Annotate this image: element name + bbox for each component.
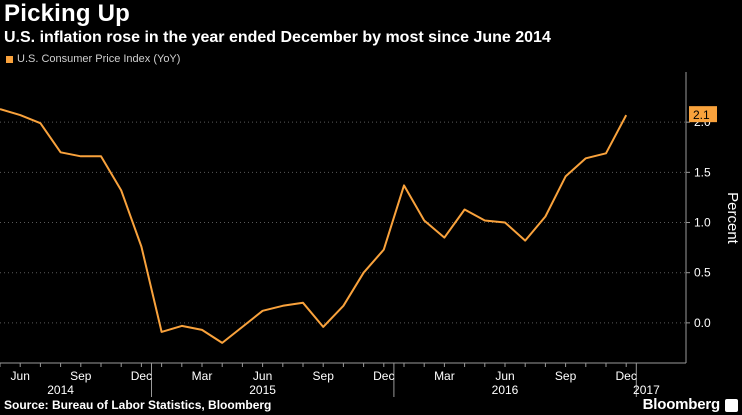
x-tick-label: Sep xyxy=(70,369,92,383)
x-tick-label: Mar xyxy=(192,369,213,383)
x-tick-label: Sep xyxy=(555,369,577,383)
cpi-series-line xyxy=(0,108,628,344)
x-tick-label: Jun xyxy=(11,369,30,383)
y-tick-label: 0.5 xyxy=(694,266,711,280)
year-label: 2015 xyxy=(249,383,276,397)
y-tick-label: 1.0 xyxy=(694,216,711,230)
year-label: 2017 xyxy=(633,383,660,397)
x-tick-label: Mar xyxy=(434,369,455,383)
year-label: 2016 xyxy=(492,383,519,397)
x-tick-label: Jun xyxy=(495,369,514,383)
last-value-label: 2.1 xyxy=(693,108,710,122)
chart-title: Picking Up xyxy=(4,0,131,27)
source-note: Source: Bureau of Labor Statistics, Bloo… xyxy=(4,398,272,412)
chart-legend: U.S. Consumer Price Index (YoY) xyxy=(6,53,180,65)
legend-swatch xyxy=(6,55,13,63)
year-label: 2014 xyxy=(47,383,74,397)
y-tick-label: 0.0 xyxy=(694,316,711,330)
chart-subtitle: U.S. inflation rose in the year ended De… xyxy=(4,29,551,46)
legend-label: U.S. Consumer Price Index (YoY) xyxy=(17,53,181,65)
y-tick-label: 1.5 xyxy=(694,165,711,179)
x-tick-label: Sep xyxy=(313,369,335,383)
y-axis-label: Percent xyxy=(724,192,741,245)
x-tick-label: Dec xyxy=(373,369,394,383)
brand-logo-text: Bloomberg xyxy=(642,396,721,413)
x-tick-label: Jun xyxy=(253,369,272,383)
x-tick-label: Dec xyxy=(131,369,152,383)
x-tick-label: Dec xyxy=(616,369,637,383)
bloomberg-logo-icon xyxy=(725,399,738,412)
last-value-badge xyxy=(689,106,717,123)
